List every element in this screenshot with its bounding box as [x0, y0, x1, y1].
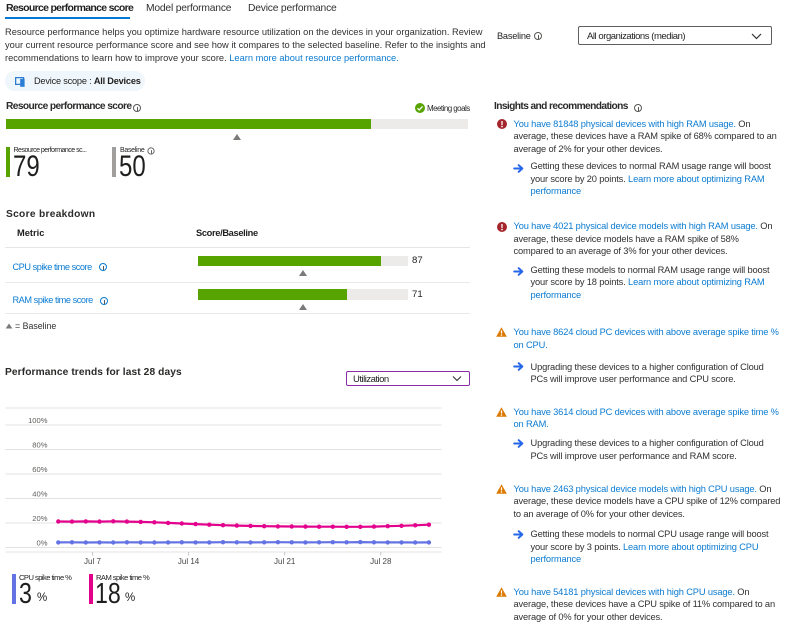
svg-text:Jul 21: Jul 21: [274, 557, 296, 566]
svg-text:80%: 80%: [32, 441, 47, 450]
svg-text:Jul 14: Jul 14: [178, 557, 200, 566]
svg-text:40%: 40%: [32, 490, 47, 499]
svg-text:60%: 60%: [32, 465, 47, 474]
svg-text:0%: 0%: [37, 539, 48, 548]
svg-text:Jul 28: Jul 28: [370, 557, 392, 566]
svg-text:100%: 100%: [28, 416, 48, 425]
svg-text:20%: 20%: [32, 514, 47, 523]
svg-text:Jul 7: Jul 7: [84, 557, 101, 566]
